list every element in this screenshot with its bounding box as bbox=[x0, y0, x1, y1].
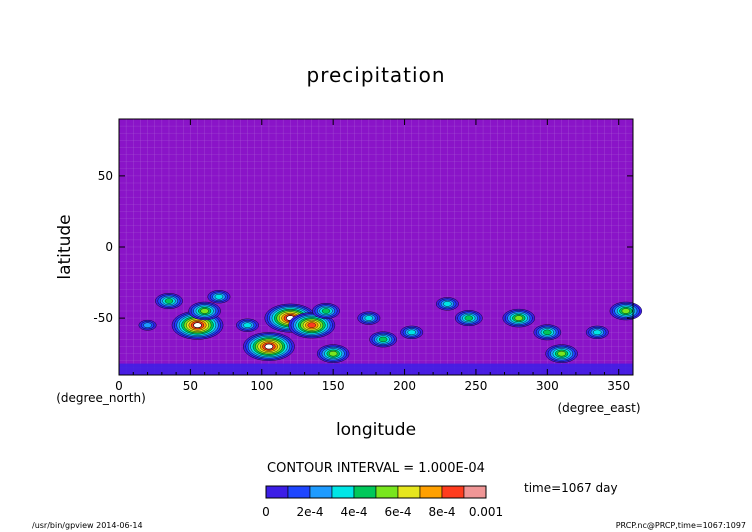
contour-blob bbox=[164, 298, 174, 304]
colorbar-ticks: 0 2e-4 4e-4 6e-4 8e-4 0.001 bbox=[262, 505, 503, 519]
x-tick-label: 50 bbox=[183, 379, 198, 393]
contour-blob bbox=[214, 294, 224, 300]
contour-peak bbox=[193, 322, 202, 329]
contour-blob bbox=[514, 315, 523, 321]
contour-blob bbox=[378, 336, 388, 343]
y-tick-label: -50 bbox=[93, 311, 113, 325]
contour-blob bbox=[321, 308, 331, 314]
footer-left: /usr/bin/gpview 2014-06-14 bbox=[32, 521, 143, 530]
colorbar-frame bbox=[265, 485, 487, 499]
x-tick-label: 150 bbox=[322, 379, 345, 393]
contour-blob bbox=[593, 329, 602, 336]
x-tick-label: 200 bbox=[393, 379, 416, 393]
colorbar bbox=[265, 485, 487, 499]
colorbar-swatch bbox=[353, 485, 377, 499]
y-axis: -50 0 50 bbox=[93, 169, 633, 325]
x-tick-label: 350 bbox=[607, 379, 630, 393]
chart-title: precipitation bbox=[307, 63, 446, 87]
y-axis-title: latitude bbox=[55, 214, 75, 279]
contour-blob bbox=[243, 322, 252, 328]
x-tick-label: 0 bbox=[115, 379, 123, 393]
x-axis-title: longitude bbox=[336, 420, 416, 440]
x-tick-label: 300 bbox=[536, 379, 559, 393]
colorbar-swatch bbox=[463, 485, 487, 499]
contour-peak bbox=[264, 343, 274, 350]
colorbar-tick-label: 4e-4 bbox=[341, 505, 368, 519]
footer-right: PRCP.nc@PRCP,time=1067:1097 bbox=[616, 521, 746, 530]
contour-blob bbox=[200, 308, 209, 314]
x-tick-label: 250 bbox=[464, 379, 487, 393]
colorbar-tick-label: 6e-4 bbox=[385, 505, 412, 519]
contour-blob bbox=[364, 315, 374, 321]
y-tick-label: 0 bbox=[105, 240, 113, 254]
colorbar-swatch bbox=[441, 485, 465, 499]
contour-blob bbox=[621, 308, 631, 314]
x-axis: 0 50 100 150 200 250 300 350 bbox=[115, 119, 630, 393]
contour-blob bbox=[307, 322, 316, 328]
colorbar-tick-label: 0.001 bbox=[469, 505, 503, 519]
colorbar-tick-label: 2e-4 bbox=[297, 505, 324, 519]
contour-blob bbox=[143, 322, 152, 328]
polar-band bbox=[119, 363, 633, 375]
colorbar-swatch bbox=[287, 485, 311, 499]
colorbar-swatch bbox=[419, 485, 443, 499]
contour-blob bbox=[328, 350, 338, 357]
contour-blob bbox=[407, 329, 416, 336]
contour-interval-text: CONTOUR INTERVAL = 1.000E-04 bbox=[267, 461, 485, 476]
time-label: time=1067 day bbox=[524, 481, 618, 495]
contour-blob bbox=[443, 301, 452, 307]
y-tick-label: 50 bbox=[98, 169, 113, 183]
colorbar-swatch bbox=[265, 485, 289, 499]
colorbar-tick-label: 8e-4 bbox=[429, 505, 456, 519]
contour-blob bbox=[543, 329, 552, 336]
x-units-label: (degree_east) bbox=[557, 401, 640, 415]
colorbar-swatch bbox=[331, 485, 355, 499]
contour-blob bbox=[464, 315, 474, 321]
x-tick-label: 100 bbox=[250, 379, 273, 393]
colorbar-tick-label: 0 bbox=[262, 505, 270, 519]
colorbar-swatch bbox=[397, 485, 421, 499]
precipitation-features bbox=[119, 290, 643, 375]
contour-blob bbox=[557, 350, 566, 357]
colorbar-swatch bbox=[309, 485, 333, 499]
colorbar-swatch bbox=[375, 485, 399, 499]
y-units-label: (degree_north) bbox=[56, 391, 146, 405]
